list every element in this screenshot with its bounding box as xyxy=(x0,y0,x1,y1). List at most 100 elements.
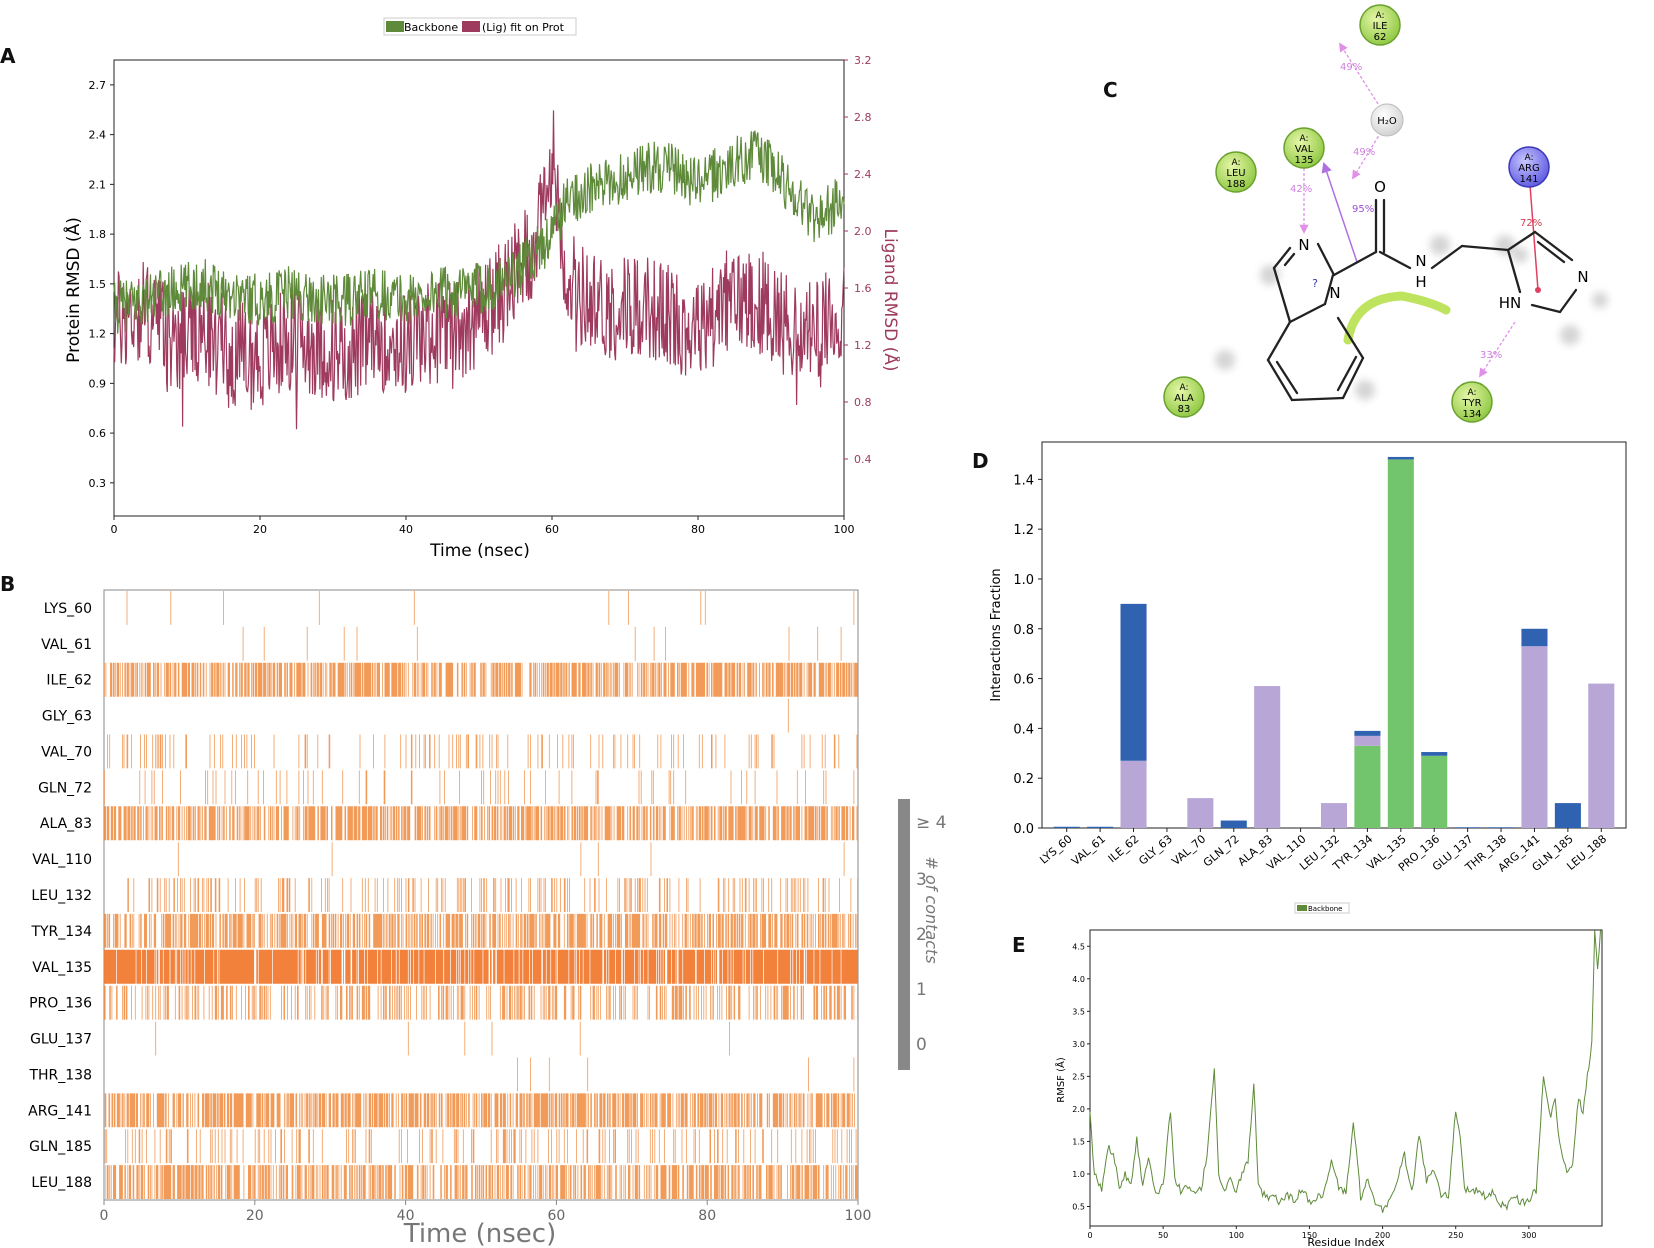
contact-row xyxy=(155,1021,730,1056)
residue-chain: A: xyxy=(1524,153,1533,163)
x-tick-label: 100 xyxy=(834,523,855,536)
bar-hydrophobic xyxy=(1320,803,1348,828)
y-tick-label: 4.5 xyxy=(1072,942,1085,951)
contact-marks xyxy=(127,878,858,912)
bar-h-bonds xyxy=(1421,755,1448,828)
y-tick-label-right: 3.2 xyxy=(854,54,872,67)
bar-h-bonds xyxy=(1354,745,1381,828)
bar-water-bridges xyxy=(1488,827,1515,828)
contact-marks xyxy=(126,591,855,625)
residue-name: TYR xyxy=(1461,398,1481,409)
y-tick-label-left: 2.4 xyxy=(89,129,107,142)
contact-row xyxy=(104,1129,857,1164)
y-tick-label: 1.2 xyxy=(1013,523,1034,538)
contact-row xyxy=(104,1093,856,1128)
backbone-rmsd-line xyxy=(113,130,845,334)
residue-number: 83 xyxy=(1178,404,1191,415)
row-label: GLU_137 xyxy=(30,1032,92,1048)
y-tick-label-left: 1.2 xyxy=(89,328,107,341)
legend-swatch-backbone xyxy=(1297,905,1307,911)
bar-water-bridges xyxy=(1354,730,1381,736)
row-label: THR_138 xyxy=(28,1067,92,1083)
y-tick-label-right: 2.8 xyxy=(854,111,872,124)
x-tick-label: 100 xyxy=(1229,1231,1244,1240)
y-tick-label: 1.4 xyxy=(1013,473,1034,488)
contact-row xyxy=(177,842,845,877)
y-tick-label-right: 0.4 xyxy=(854,453,872,466)
panel-c-interaction-diagram: 49% 49% 42% 95% 72% 33% xyxy=(1163,4,1608,423)
colorbar-tick-label: 2 xyxy=(916,925,927,945)
panel-letter-b: B xyxy=(0,572,16,596)
y-tick-label: 1.0 xyxy=(1072,1170,1085,1179)
x-tick-label: 300 xyxy=(1521,1231,1536,1240)
row-label: ILE_62 xyxy=(46,673,92,689)
contact-marks xyxy=(104,949,858,984)
colorbar-tick-label: 3 xyxy=(916,870,927,890)
hydrophobic-arc xyxy=(1343,291,1451,345)
x-tick-label: 150 xyxy=(1302,1231,1317,1240)
contact-marks xyxy=(517,1057,855,1092)
y-tick-label: 1.0 xyxy=(1013,573,1034,588)
y-tick-label: 0.5 xyxy=(1072,1202,1085,1211)
row-label: VAL_70 xyxy=(41,744,92,760)
atom-n1: N xyxy=(1298,236,1309,254)
x-tick-label: 200 xyxy=(1375,1231,1390,1240)
y-tick-label: 3.0 xyxy=(1072,1040,1085,1049)
contact-marks xyxy=(104,1129,857,1164)
residue-circle xyxy=(1283,127,1325,169)
residue-name: ILE xyxy=(1373,21,1388,32)
y-tick-label-left: 2.1 xyxy=(89,178,107,191)
y-tick-label: 4.0 xyxy=(1072,975,1085,984)
x-tick-label: 0 xyxy=(100,1208,109,1224)
contact-marks xyxy=(104,770,855,805)
y-tick-label: 0.4 xyxy=(1013,722,1034,737)
contact-row xyxy=(104,662,858,697)
contact-marks xyxy=(104,1093,856,1128)
bar-water-bridges xyxy=(1554,803,1581,828)
contact-marks xyxy=(104,662,858,697)
contact-marks xyxy=(104,985,858,1020)
residue-name: ARG xyxy=(1518,163,1540,174)
atom-o: O xyxy=(1374,178,1386,196)
bar-hydrophobic xyxy=(1521,646,1548,828)
panel-b-contacts-chart: LYS_60 VAL_61 ILE_62 GLY_63 VAL_70 GLN_72 ALA_… xyxy=(28,589,946,1248)
contact-marks xyxy=(105,1165,858,1199)
contact-row xyxy=(104,985,858,1020)
panel-e-rmsf-chart: Backbone 0 50 100 150 200 250 300 0.5 1.0 1.5 2.0 2… xyxy=(1054,902,1603,1248)
y-tick-label-left: 1.5 xyxy=(89,278,107,291)
contact-marks xyxy=(155,1021,730,1056)
residue-circle xyxy=(1508,146,1550,188)
residue-chain: A: xyxy=(1375,11,1384,21)
x-tick-label: 20 xyxy=(253,523,267,536)
y-tick-label: 2.5 xyxy=(1072,1072,1085,1081)
y-axis-label: Interactions Fraction xyxy=(989,568,1004,701)
pct-arg: 72% xyxy=(1520,218,1542,229)
y-tick-label-right: 1.2 xyxy=(854,339,872,352)
row-label: GLN_185 xyxy=(29,1139,92,1155)
contact-row xyxy=(107,734,858,769)
x-tick-label: 0 xyxy=(111,523,118,536)
legend-label-backbone: Backbone xyxy=(404,21,458,34)
contact-marks xyxy=(787,698,789,733)
contact-row xyxy=(126,591,855,625)
residue-chain: A: xyxy=(1179,383,1188,393)
y-tick-label: 1.5 xyxy=(1072,1137,1085,1146)
contact-row xyxy=(242,626,842,661)
row-label: LYS_60 xyxy=(44,601,92,617)
atom-n2-marker: ? xyxy=(1312,277,1318,290)
x-tick-label: 20 xyxy=(246,1208,264,1224)
y-tick-label-right: 2.4 xyxy=(854,168,872,181)
y-tick-label: 0.2 xyxy=(1013,772,1034,787)
atom-n3: N xyxy=(1577,268,1588,286)
x-tick-label: 80 xyxy=(698,1208,716,1224)
residue-chain: A: xyxy=(1231,158,1240,168)
colorbar xyxy=(898,799,910,1070)
y-tick-label: 2.0 xyxy=(1072,1105,1085,1114)
contact-row xyxy=(127,878,858,912)
interaction-water-o xyxy=(1352,131,1382,180)
x-tick-label: 60 xyxy=(547,1208,565,1224)
y-tick-label-right: 2.0 xyxy=(854,225,872,238)
row-label: GLY_63 xyxy=(42,709,92,725)
